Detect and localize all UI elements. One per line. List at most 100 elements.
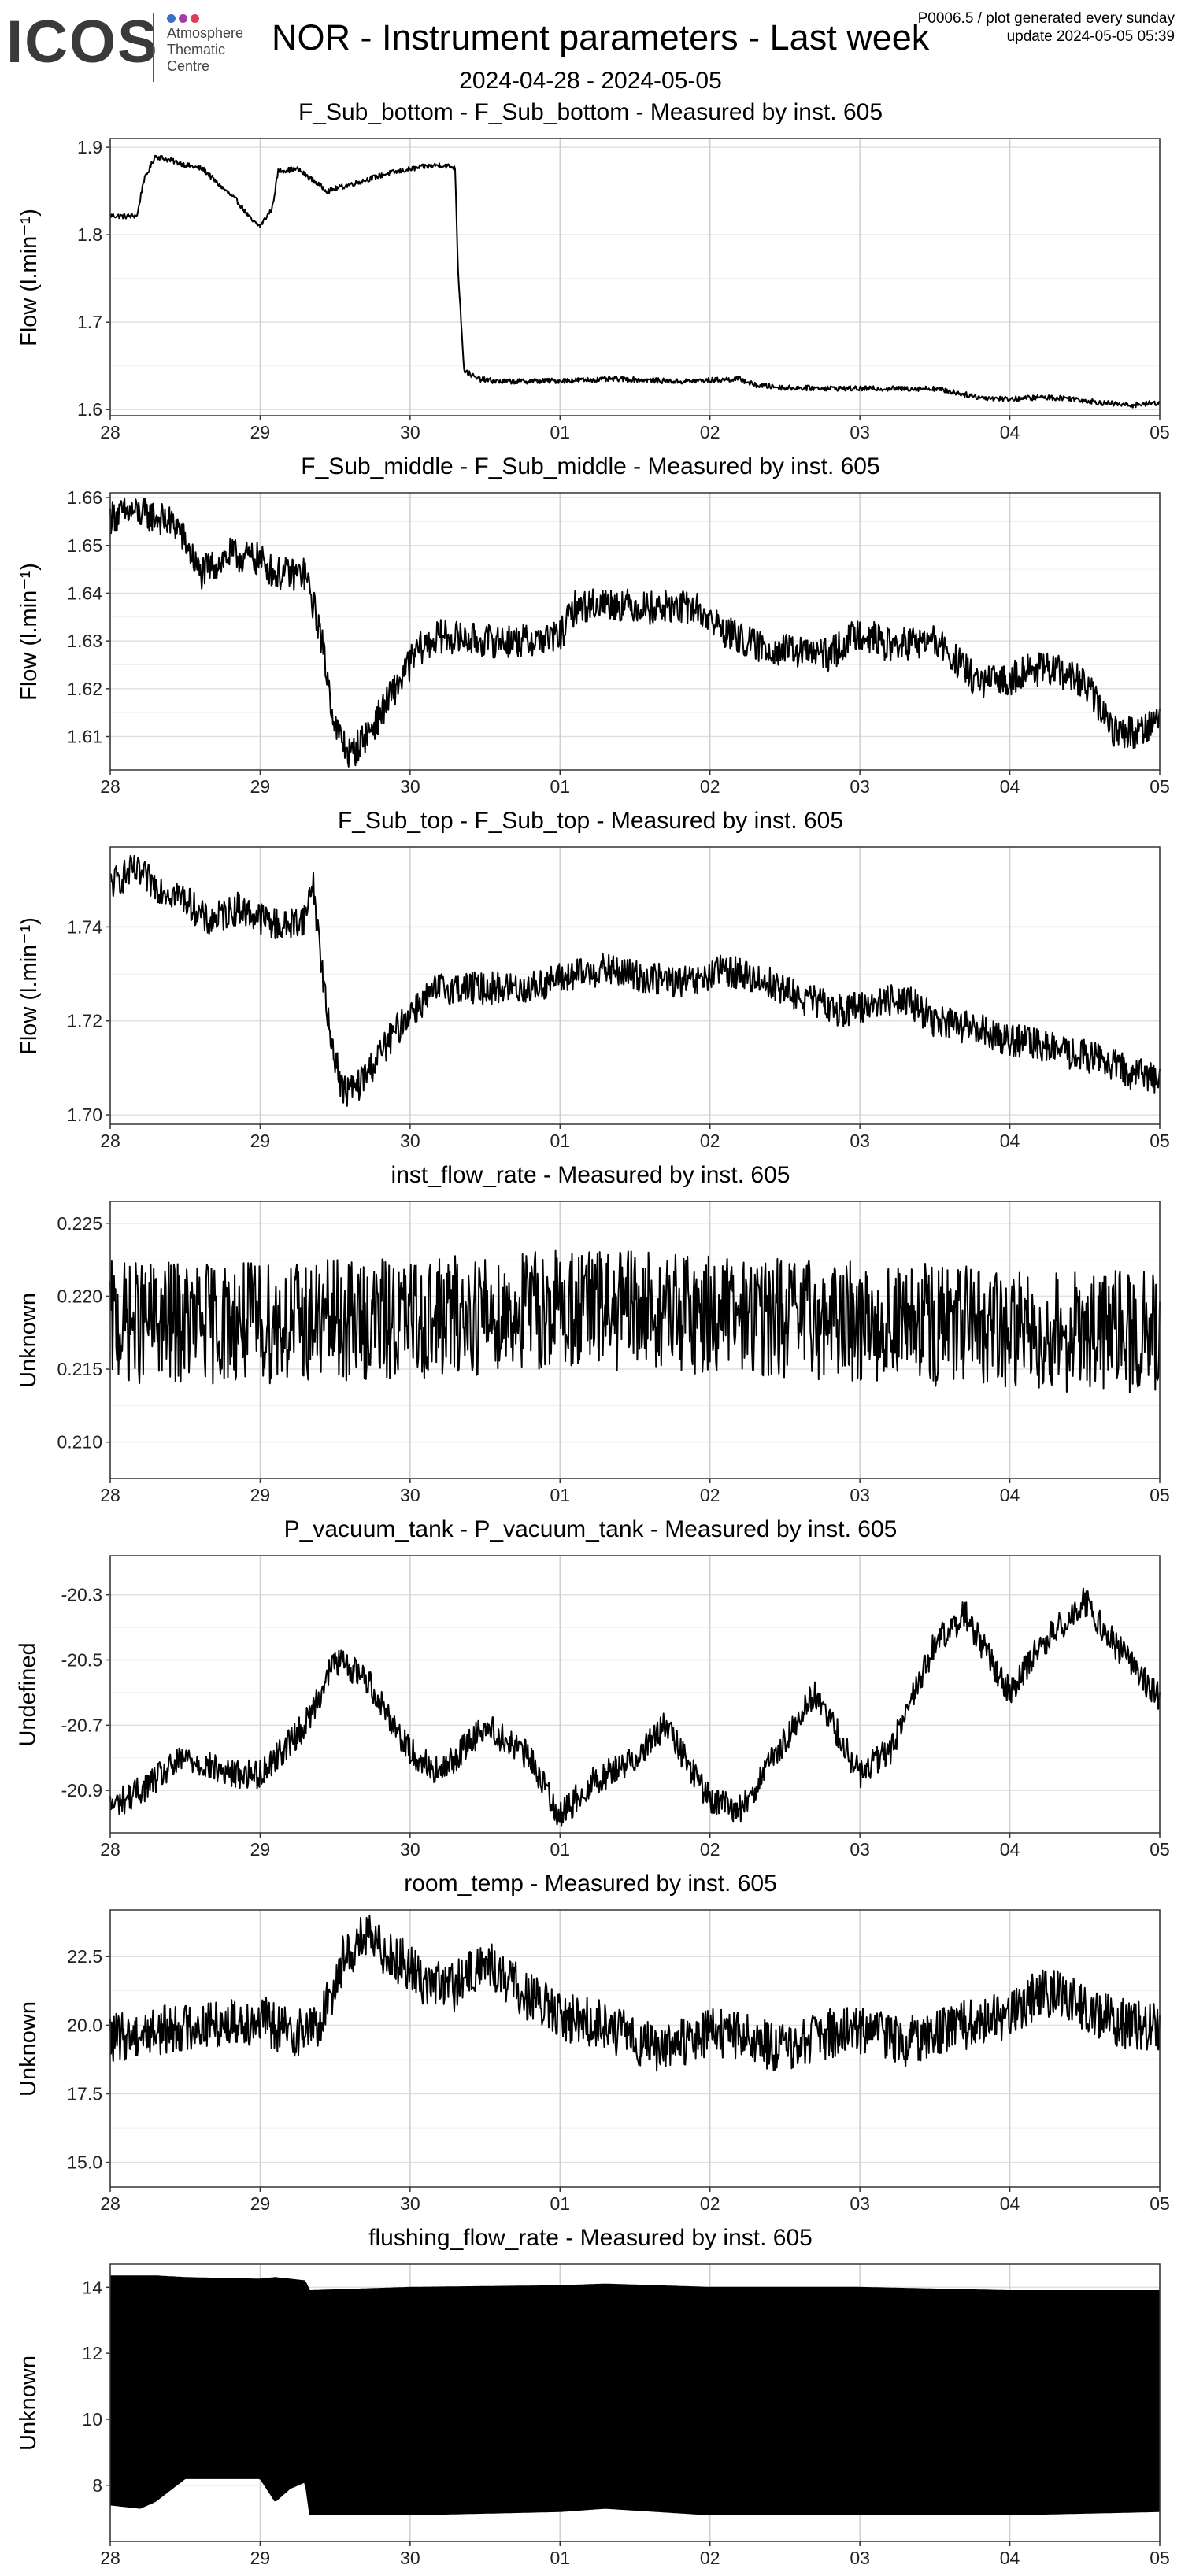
x-tick-label: 29	[250, 1839, 271, 1860]
update-timestamp: update 2024-05-05 05:39	[1006, 28, 1175, 45]
x-tick-label: 01	[550, 1485, 570, 1505]
y-tick-label: 1.65	[67, 535, 102, 556]
series-line	[109, 1915, 1161, 2072]
plot-border	[109, 846, 1161, 1125]
y-tick-label: 17.5	[67, 2084, 102, 2104]
chart-title: room_temp - Measured by inst. 605	[404, 1871, 777, 1897]
x-tick-label: 29	[250, 776, 271, 797]
x-tick-label: 02	[700, 1839, 720, 1860]
plot-border	[109, 2263, 1161, 2542]
icos-logo: ICOS Atmosphere Thematic Centre	[6, 9, 258, 88]
logo-wordmark: ICOS	[6, 9, 159, 76]
y-tick-label: 1.70	[67, 1105, 102, 1125]
chart-panel: inst_flow_rate - Measured by inst. 605 Un…	[0, 1162, 1181, 1513]
x-tick-label: 29	[250, 2548, 271, 2568]
x-tick-label: 30	[400, 776, 420, 797]
y-tick-label: 1.61	[67, 727, 102, 747]
y-tick-label: 1.7	[77, 312, 102, 332]
chart-panel: F_Sub_bottom - F_Sub_bottom - Measured b…	[0, 99, 1181, 450]
chart-svg: 1.70 1.72 1.74 28 29 30 01 02 03 04 05	[67, 846, 1170, 1151]
logo-dot-red	[191, 14, 199, 23]
y-tick-label: -20.3	[61, 1585, 102, 1605]
y-tick-label: 0.220	[57, 1286, 102, 1306]
logo-dot-purple	[179, 14, 187, 23]
x-tick-label: 28	[100, 2193, 120, 2214]
chart-svg: -20.9 -20.7 -20.5 -20.3 28 29 30 01 02 03 04 05	[61, 1555, 1170, 1860]
x-tick-label: 04	[1000, 2548, 1020, 2568]
x-tick-label: 04	[1000, 2193, 1020, 2214]
series-line	[109, 1249, 1161, 1393]
x-tick-label: 04	[1000, 1485, 1020, 1505]
plot-border	[109, 1201, 1161, 1479]
y-tick-label: 0.210	[57, 1432, 102, 1453]
x-tick-label: 04	[1000, 1131, 1020, 1151]
x-tick-label: 03	[850, 422, 870, 442]
plot-border	[109, 492, 1161, 771]
series-line	[109, 1587, 1161, 1827]
chart-panel: flushing_flow_rate - Measured by inst. 6…	[0, 2225, 1181, 2576]
y-tick-label: 20.0	[67, 2015, 102, 2035]
y-tick-label: -20.7	[61, 1715, 102, 1735]
y-tick-label: 1.62	[67, 679, 102, 699]
chart-svg: 1.61 1.62 1.63 1.64 1.65 1.66 28 29 30 01 02 03 04 05	[67, 487, 1170, 797]
y-tick-label: 1.72	[67, 1011, 102, 1031]
generation-note: P0006.5 / plot generated every sunday	[917, 10, 1175, 27]
logo-subtitle-line: Centre	[167, 58, 210, 74]
y-tick-label: 1.9	[77, 137, 102, 157]
x-tick-label: 05	[1150, 2548, 1170, 2568]
generation-info: P0006.5 / plot generated every sunday up…	[918, 9, 1175, 46]
series-line	[109, 498, 1161, 768]
series-line	[109, 854, 1161, 1107]
chart-title: F_Sub_middle - F_Sub_middle - Measured b…	[301, 453, 880, 479]
y-tick-label: 12	[82, 2343, 102, 2363]
chart-title: F_Sub_bottom - F_Sub_bottom - Measured b…	[298, 99, 883, 125]
y-tick-label: 1.6	[77, 399, 102, 420]
chart-svg: 0.210 0.215 0.220 0.225 28 29 30 01 02 03 04 05	[57, 1201, 1170, 1505]
y-tick-label: 14	[82, 2277, 102, 2297]
chart-title: flushing_flow_rate - Measured by inst. 6…	[368, 2225, 813, 2251]
x-tick-label: 28	[100, 776, 120, 797]
plot-border	[109, 138, 1161, 416]
x-tick-label: 29	[250, 422, 271, 442]
logo-dot-blue	[167, 14, 176, 23]
series-band	[109, 2275, 1161, 2515]
date-range: 2024-04-28 - 2024-05-05	[459, 68, 722, 94]
page-title: NOR - Instrument parameters - Last week	[272, 17, 930, 57]
logo-subtitle-line: Atmosphere	[167, 25, 244, 41]
x-tick-label: 04	[1000, 422, 1020, 442]
y-tick-label: 1.63	[67, 631, 102, 651]
series-line	[109, 154, 1161, 409]
x-tick-label: 01	[550, 776, 570, 797]
y-tick-label: 15.0	[67, 2152, 102, 2173]
x-tick-label: 28	[100, 1131, 120, 1151]
x-tick-label: 30	[400, 1839, 420, 1860]
y-tick-label: 0.215	[57, 1359, 102, 1379]
chart-svg: 1.6 1.7 1.8 1.9 28 29 30 01 02 03 04 05	[77, 137, 1170, 442]
x-tick-label: 28	[100, 1485, 120, 1505]
plot-border	[109, 1555, 1161, 1834]
logo-dots	[167, 13, 202, 23]
x-tick-label: 29	[250, 1485, 271, 1505]
x-tick-label: 04	[1000, 776, 1020, 797]
logo-divider	[153, 13, 154, 82]
x-tick-label: 02	[700, 2548, 720, 2568]
x-tick-label: 02	[700, 1131, 720, 1151]
chart-panel: room_temp - Measured by inst. 605 Unknown…	[0, 1871, 1181, 2222]
y-tick-label: 1.8	[77, 224, 102, 245]
chart-title: F_Sub_top - F_Sub_top - Measured by inst…	[337, 808, 844, 834]
y-tick-label: 22.5	[67, 1946, 102, 1967]
x-tick-label: 04	[1000, 1839, 1020, 1860]
chart-svg: 8 10 12 14 28 29 30 01 02 03 04 05	[82, 2263, 1170, 2568]
x-tick-label: 02	[700, 776, 720, 797]
x-tick-label: 01	[550, 2548, 570, 2568]
x-tick-label: 02	[700, 2193, 720, 2214]
x-tick-label: 02	[700, 422, 720, 442]
x-tick-label: 05	[1150, 2193, 1170, 2214]
x-tick-label: 03	[850, 2548, 870, 2568]
x-tick-label: 30	[400, 1131, 420, 1151]
x-tick-label: 05	[1150, 422, 1170, 442]
chart-title: inst_flow_rate - Measured by inst. 605	[391, 1162, 790, 1188]
y-tick-label: 1.66	[67, 487, 102, 508]
y-tick-label: 0.225	[57, 1213, 102, 1234]
chart-panel: F_Sub_middle - F_Sub_middle - Measured b…	[0, 453, 1181, 805]
